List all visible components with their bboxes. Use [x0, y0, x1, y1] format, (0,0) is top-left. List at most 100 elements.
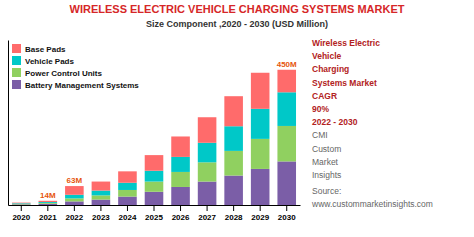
- series: [12, 92, 296, 204]
- legend: Base Pads Vehicle Pads Power Control Units…: [12, 44, 139, 90]
- bar-segment: [224, 96, 243, 126]
- bar-segment: [198, 117, 217, 143]
- bar-segment: [92, 191, 111, 196]
- bar-segment: [277, 70, 296, 93]
- bar-segment: [92, 200, 111, 205]
- x-tick: 2027: [198, 205, 216, 222]
- bar-segment: [118, 183, 137, 190]
- legend-swatch: [12, 68, 21, 77]
- side-text: 2022 - 2030: [312, 117, 358, 127]
- subtitle: Size Component ,2020 - 2030 (USD Million…: [146, 19, 328, 29]
- x-tick-label: 2021: [39, 213, 57, 222]
- x-tick-mark: [127, 205, 128, 211]
- bar-segment: [198, 182, 217, 205]
- legend-label: Base Pads: [25, 45, 66, 54]
- x-tick-label: 2025: [145, 213, 163, 222]
- x-tick-mark: [154, 205, 155, 211]
- bar-segment: [251, 139, 270, 169]
- x-tick-label: 2026: [172, 213, 190, 222]
- bar-annotation: 14M: [40, 191, 56, 200]
- bar-annotation: 450M: [277, 60, 297, 69]
- bar-segment: [277, 126, 296, 161]
- bar-segment: [145, 182, 164, 192]
- bar-segment: [12, 204, 31, 205]
- x-tick: 2020: [12, 205, 30, 222]
- bar-segment: [39, 201, 58, 203]
- x-tick-label: 2029: [251, 213, 269, 222]
- bar-segment: [92, 195, 111, 199]
- bar-segment: [145, 171, 164, 182]
- bar-segment: [277, 92, 296, 126]
- legend-label: Power Control Units: [25, 69, 102, 78]
- bar-segment: [39, 202, 58, 204]
- x-tick-label: 2020: [12, 213, 30, 222]
- x-tick-mark: [100, 205, 101, 211]
- bar-segment: [224, 126, 243, 151]
- bar-segment: [12, 203, 31, 205]
- bar-segment: [118, 190, 137, 197]
- x-tick-mark: [74, 205, 75, 211]
- bar-segment: [65, 186, 84, 195]
- bar-segment: [145, 155, 164, 171]
- x-tick: 2022: [65, 205, 83, 222]
- x-tick-mark: [207, 205, 208, 211]
- bar-segment: [224, 151, 243, 176]
- y-axis: [8, 41, 9, 206]
- x-tick: 2029: [251, 205, 269, 222]
- legend-label: Vehicle Pads: [25, 57, 74, 66]
- x-tick: 2024: [119, 205, 137, 222]
- x-tick: 2021: [39, 205, 57, 222]
- x-tick-mark: [47, 205, 48, 211]
- side-text: CMICustomMarketInsights: [312, 130, 341, 180]
- x-tick-label: 2024: [119, 213, 137, 222]
- bar-segment: [251, 109, 270, 139]
- bar-segment: [251, 73, 270, 109]
- bar-segment: [92, 182, 111, 191]
- x-tick-label: 2028: [225, 213, 243, 222]
- bar-segment: [12, 203, 31, 205]
- side-text: Charging: [312, 64, 349, 74]
- bar-segment: [39, 201, 58, 202]
- x-tick-mark: [286, 205, 287, 211]
- bar-segment: [198, 143, 217, 163]
- bar-segment: [277, 161, 296, 205]
- x-tick: 2030: [278, 205, 296, 222]
- bar-segment: [118, 171, 137, 182]
- x-tick-mark: [180, 205, 181, 211]
- x-tick: 2025: [145, 205, 163, 222]
- x-tick-label: 2027: [198, 213, 216, 222]
- y-axis-line: [8, 41, 9, 206]
- bar-segment: [12, 202, 31, 204]
- side-text: Vehicle: [312, 51, 342, 61]
- bar-segment: [65, 195, 84, 199]
- legend-swatch: [12, 44, 21, 53]
- x-tick-mark: [233, 205, 234, 211]
- bar-segment: [251, 169, 270, 205]
- side-text: Wireless Electric: [312, 38, 380, 48]
- chart: WIRELESS ELECTRIC VEHICLE CHARGING SYSTE…: [0, 0, 474, 237]
- legend-swatch: [12, 80, 21, 89]
- side-text: Source:www.custommarketinsights.com: [311, 186, 433, 209]
- series: [12, 70, 296, 203]
- title: WIRELESS ELECTRIC VEHICLE CHARGING SYSTE…: [70, 3, 405, 15]
- bar-segment: [39, 204, 58, 205]
- side-text: Systems Market: [312, 78, 377, 88]
- bar-segment: [171, 187, 190, 205]
- side-text: 90%: [312, 104, 329, 114]
- bars: [12, 70, 296, 205]
- x-tick-label: 2030: [278, 213, 296, 222]
- legend-swatch: [12, 56, 21, 65]
- bar-segment: [224, 176, 243, 205]
- x-tick-mark: [260, 205, 261, 211]
- x-tick: 2026: [172, 205, 190, 222]
- bar-segment: [118, 197, 137, 205]
- bar-segment: [198, 162, 217, 181]
- bar-annotation: 63M: [67, 176, 83, 185]
- bar-segment: [171, 172, 190, 187]
- bar-segment: [65, 198, 84, 201]
- side-text: CAGR: [312, 91, 337, 101]
- bar-segment: [145, 192, 164, 205]
- bar-segment: [65, 201, 84, 205]
- x-tick-mark: [21, 205, 22, 211]
- x-tick: 2023: [92, 205, 110, 222]
